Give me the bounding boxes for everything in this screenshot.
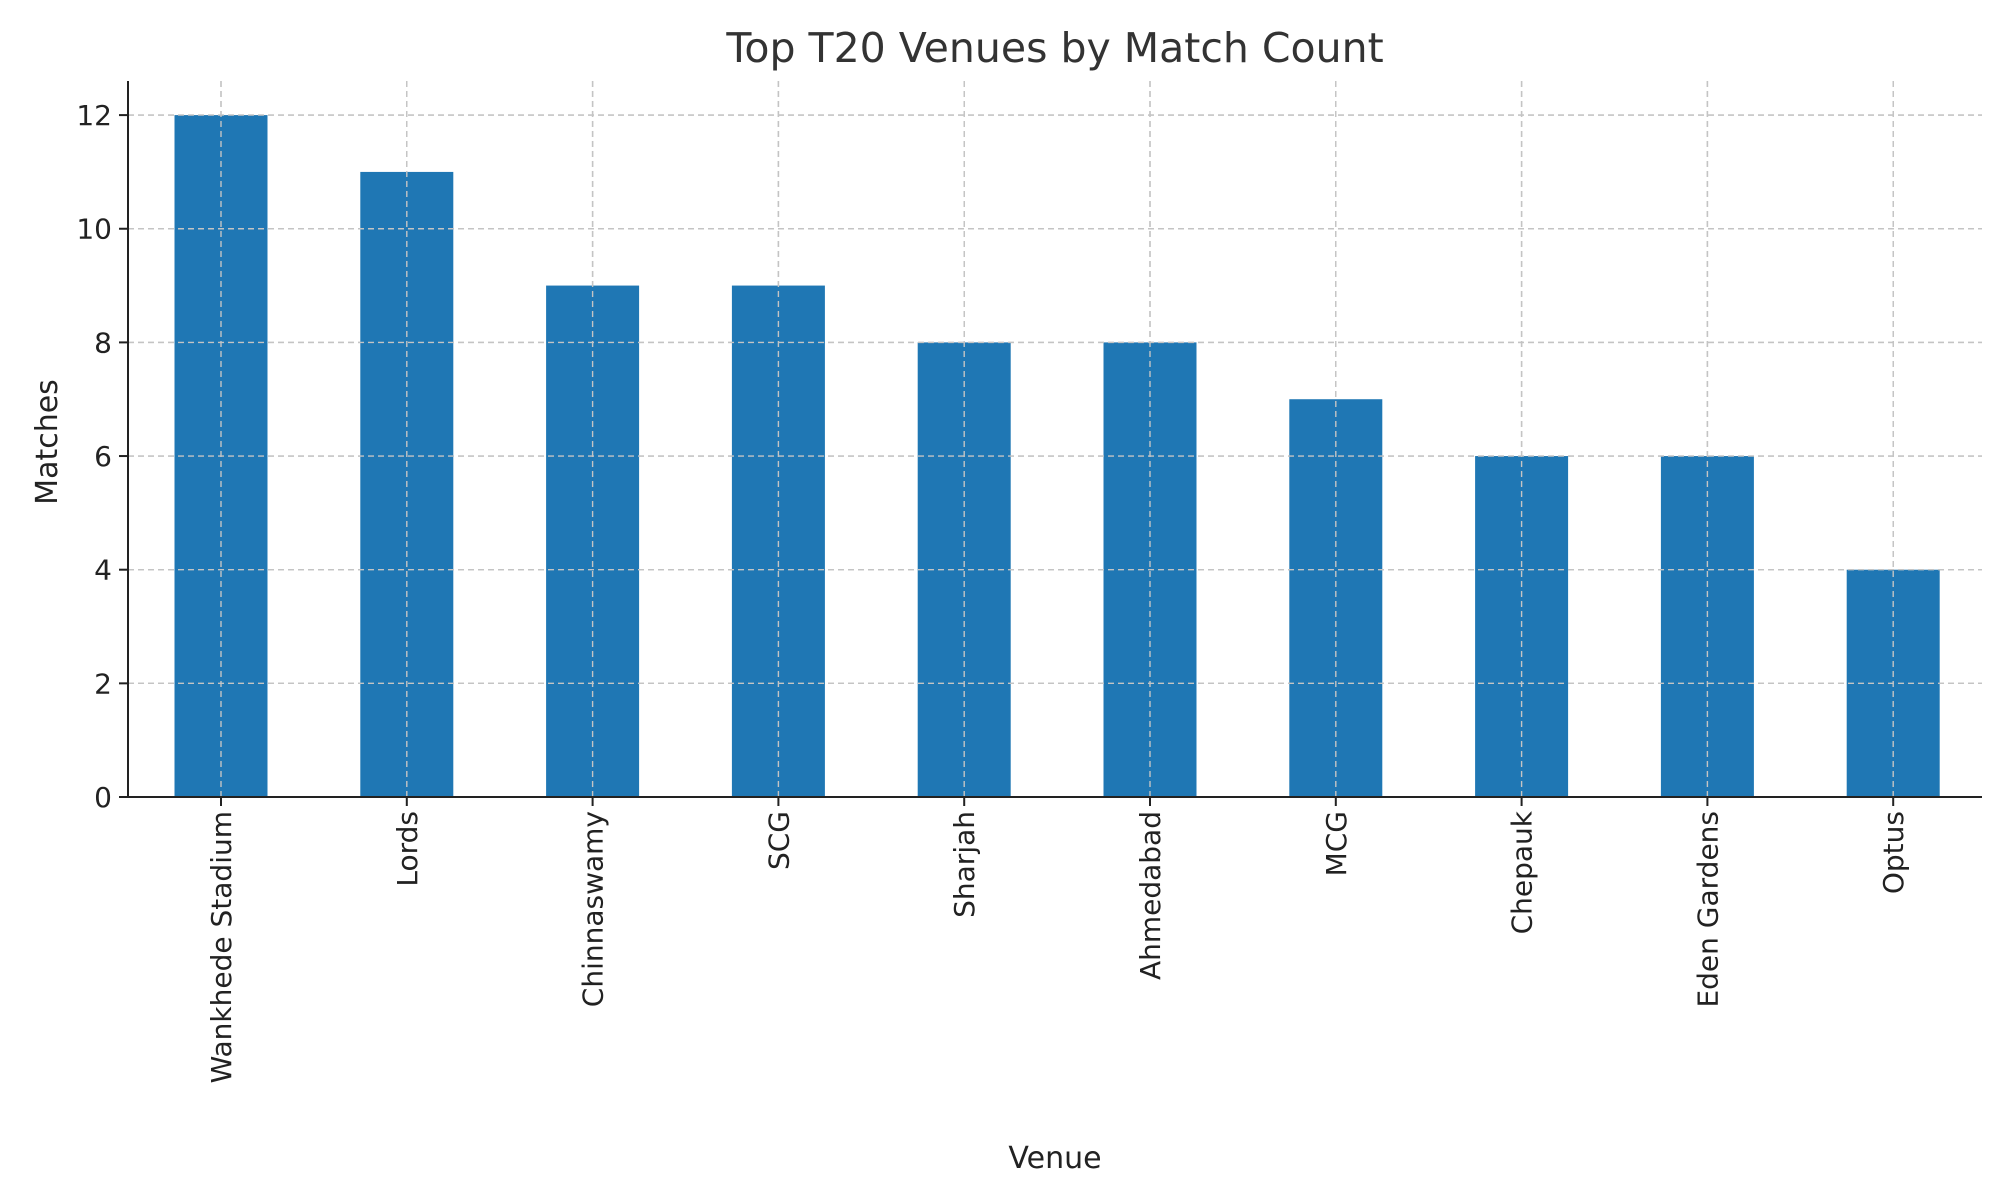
- x-tick-label: SCG: [762, 811, 795, 870]
- x-tick-label: Sharjah: [948, 811, 981, 918]
- y-tick-label: 10: [76, 213, 112, 246]
- y-tick-label: 2: [94, 667, 112, 700]
- axis-layer: 0 2 4 6 8 10 12 Wankhede Stadium Lords Chinnaswam…: [76, 81, 1982, 1083]
- y-tick-label: 12: [76, 99, 112, 132]
- x-tick-label: Chepauk: [1506, 810, 1539, 934]
- x-tick-label: Optus: [1877, 811, 1910, 894]
- x-tick-label: Ahmedabad: [1134, 811, 1167, 980]
- y-axis-label: Matches: [30, 379, 65, 505]
- y-tick-label: 6: [94, 440, 112, 473]
- x-tick-label: Eden Gardens: [1691, 811, 1724, 1008]
- y-tick-label: 0: [94, 781, 112, 814]
- x-tick-label: Lords: [391, 811, 424, 887]
- x-tick-label: Chinnaswamy: [577, 811, 610, 1007]
- y-tick-label: 4: [94, 554, 112, 587]
- x-tick-label: MCG: [1320, 811, 1353, 876]
- x-tick-label: Wankhede Stadium: [205, 811, 238, 1083]
- bar: [1289, 399, 1383, 797]
- bar-layer: [128, 81, 1982, 798]
- x-axis-label: Venue: [1008, 1141, 1101, 1176]
- y-tick-label: 8: [94, 326, 112, 359]
- chart-title: Top T20 Venues by Match Count: [725, 24, 1383, 72]
